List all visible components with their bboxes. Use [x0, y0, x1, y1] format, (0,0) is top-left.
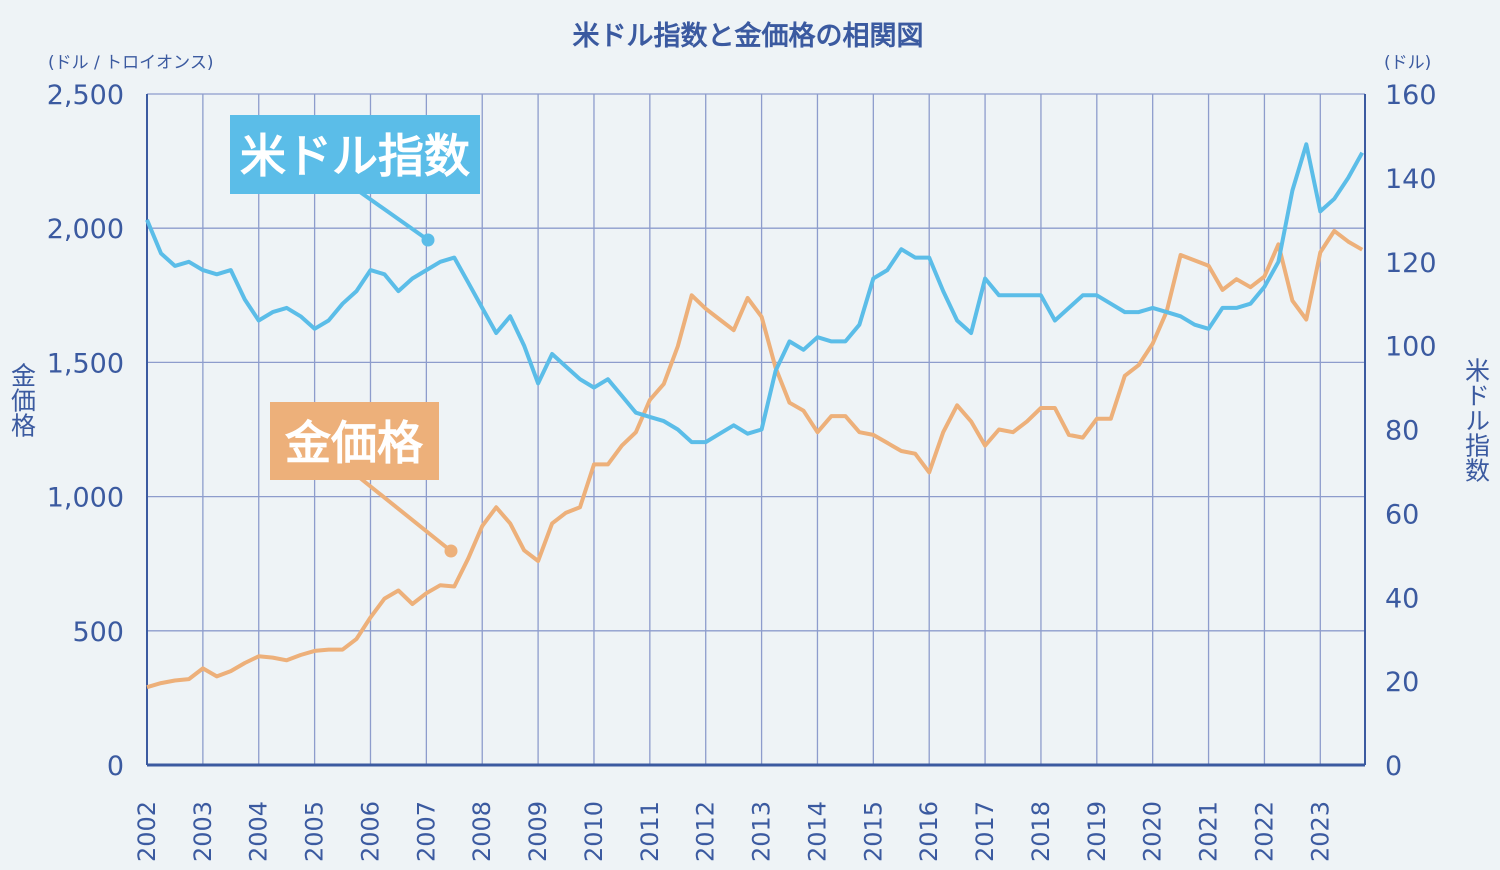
x-axis-tick-label: 2009: [524, 801, 552, 862]
dollar-index-callout: 米ドル指数: [230, 115, 480, 247]
x-axis-tick-label: 2022: [1250, 801, 1278, 862]
left-axis-tick-label: 2,500: [47, 80, 124, 111]
chart-title: 米ドル指数と金価格の相関図: [573, 20, 924, 52]
right-axis-ticks: 0 20 40 60 80 100 120 140 160: [1385, 80, 1437, 782]
dollar-index-callout-label: 米ドル指数: [240, 129, 470, 183]
gold-price-callout-label: 金価格: [284, 416, 424, 470]
right-axis-tick-label: 100: [1385, 332, 1437, 363]
gold-price-callout-box: [270, 402, 439, 480]
x-axis-tick-label: 2016: [915, 801, 943, 862]
x-axis-ticks: 2002 2003 2004 2005 2006 2007 2008 2009 2010 2011…: [133, 801, 1334, 862]
right-axis-tick-label: 160: [1385, 80, 1437, 111]
right-axis-tick-label: 140: [1385, 164, 1437, 195]
x-axis-tick-label: 2012: [692, 801, 720, 862]
gold-price-line: [146, 228, 1364, 690]
x-axis-tick-label: 2019: [1083, 801, 1111, 862]
left-axis-tick-label: 500: [72, 617, 124, 648]
x-axis-tick-label: 2008: [468, 801, 496, 862]
right-axis-tick-label: 80: [1385, 416, 1419, 447]
x-axis-tick-label: 2003: [189, 801, 217, 862]
left-axis-tick-label: 1,500: [47, 348, 124, 379]
left-axis-tick-label: 1,000: [47, 483, 124, 514]
x-axis-tick-label: 2015: [859, 801, 887, 862]
right-axis-tick-label: 0: [1385, 751, 1402, 782]
right-axis-title: 米ドル指数: [1462, 358, 1491, 483]
x-axis-tick-label: 2011: [636, 801, 664, 862]
dollar-index-callout-leader: [358, 190, 430, 242]
dollar-index-callout-dot: [421, 233, 435, 247]
x-axis-tick-label: 2007: [412, 801, 440, 862]
right-axis-tick-label: 20: [1385, 667, 1419, 698]
right-axis-tick-label: 60: [1385, 499, 1419, 530]
x-axis-tick-label: 2010: [580, 801, 608, 862]
right-axis-unit: (ドル): [1384, 53, 1431, 73]
x-axis-tick-label: 2005: [301, 801, 329, 862]
x-axis-tick-label: 2018: [1027, 801, 1055, 862]
left-axis-tick-label: 0: [107, 751, 124, 782]
x-axis-tick-label: 2017: [971, 801, 999, 862]
x-axis-tick-label: 2023: [1306, 801, 1334, 862]
x-axis-tick-label: 2002: [133, 801, 161, 862]
x-axis-tick-label: 2004: [245, 801, 273, 862]
dollar-index-callout-box: [230, 115, 480, 194]
left-axis-title: 金価格: [8, 363, 37, 438]
gold-price-callout: 金価格: [270, 402, 458, 558]
x-axis-tick-label: 2013: [748, 801, 776, 862]
left-axis-tick-label: 2,000: [47, 214, 124, 245]
x-axis-tick-label: 2014: [803, 801, 831, 862]
x-axis-tick-label: 2021: [1195, 801, 1223, 862]
x-axis-tick-label: 2006: [356, 801, 384, 862]
right-axis-tick-label: 120: [1385, 248, 1437, 279]
left-axis-unit: (ドル / トロイオンス): [48, 53, 213, 73]
right-axis-tick-label: 40: [1385, 583, 1419, 614]
x-axis-tick-label: 2020: [1139, 801, 1167, 862]
dollar-index-line: [145, 142, 1364, 445]
left-axis-ticks: 0 500 1,000 1,500 2,000 2,500: [47, 80, 124, 782]
gold-price-callout-dot: [444, 544, 458, 558]
gold-price-callout-leader: [358, 476, 453, 553]
